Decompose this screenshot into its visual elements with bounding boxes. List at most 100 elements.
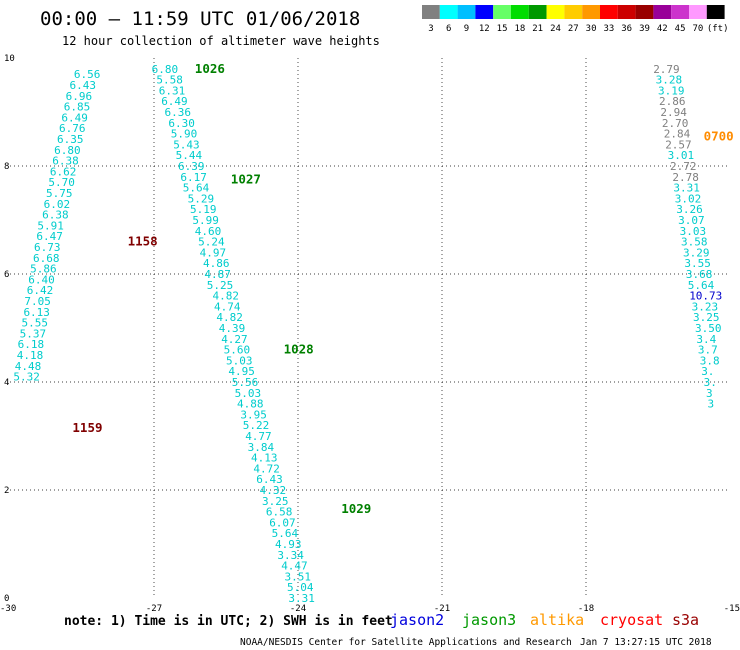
wave-height-value: 5.37 <box>20 327 46 340</box>
y-tick-label: 8 <box>4 162 9 172</box>
wave-height-value: 5.64 <box>272 527 299 540</box>
wave-height-value: 6.76 <box>59 122 86 135</box>
x-tick-label: -30 <box>0 604 16 614</box>
scale-label: 6 <box>446 24 451 34</box>
wave-height-value: 4.18 <box>17 349 44 362</box>
wave-height-value: 5.64 <box>688 279 715 292</box>
wave-height-value: 6.58 <box>266 506 293 519</box>
timestamp-text: Jan 7 13:27:15 UTC 2018 <box>580 637 712 648</box>
scale-swatch <box>617 5 636 19</box>
wave-height-value: 6.40 <box>28 273 54 286</box>
wave-height-value: 3.84 <box>248 441 275 454</box>
time-markers: 1158 1159 1026 1027 1028 1029 0700 <box>72 61 733 516</box>
wave-height-value: 4.95 <box>228 365 255 378</box>
wave-height-points: 6.566.436.966.856.496.766.356.806.386.62… <box>13 63 722 605</box>
wave-height-value: 6.30 <box>168 117 195 130</box>
legend-entry-altika: altika <box>530 611 584 629</box>
wave-height-value: 3.19 <box>658 84 685 97</box>
wave-height-value: 6.38 <box>52 155 79 168</box>
wave-height-value: 6.56 <box>74 68 101 81</box>
x-tick-label: -15 <box>724 604 740 614</box>
wave-height-value: 3.07 <box>678 214 705 227</box>
wave-height-value: 5.03 <box>226 354 253 367</box>
wave-height-value: 3.25 <box>262 495 289 508</box>
wave-height-value: 6.68 <box>33 252 60 265</box>
wave-height-value: 6.31 <box>159 84 186 97</box>
wave-height-value: 6.43 <box>70 79 97 92</box>
scale-swatch <box>475 5 494 19</box>
wave-height-value: 3.25 <box>693 311 720 324</box>
wave-height-value: 3.4 <box>696 333 716 346</box>
wave-height-value: 5.60 <box>224 344 251 357</box>
wave-height-value: 5.99 <box>192 214 219 227</box>
wave-height-value: 5.70 <box>48 176 75 189</box>
wave-height-value: 4.60 <box>195 225 222 238</box>
wave-height-value: 3 <box>706 387 713 400</box>
wave-height-value: 6.80 <box>54 144 81 157</box>
wave-height-value: 5.91 <box>37 219 64 232</box>
x-tick-label: -21 <box>434 604 450 614</box>
scale-swatch <box>528 5 547 19</box>
wave-height-value: 4.39 <box>219 322 246 335</box>
wave-height-value: 3.26 <box>676 203 703 216</box>
wave-height-value: 4.82 <box>216 311 243 324</box>
scale-swatch <box>457 5 476 19</box>
y-tick-label: 0 <box>4 594 9 604</box>
wave-height-value: 4.97 <box>200 246 227 259</box>
wave-height-value: 6.43 <box>256 473 283 486</box>
wave-height-value: 3.34 <box>277 549 304 562</box>
wave-height-value: 6.73 <box>34 241 61 254</box>
wave-height-value: 3.31 <box>288 592 315 605</box>
wave-height-value: 4.13 <box>251 452 278 465</box>
wave-height-value: 3.51 <box>285 570 312 583</box>
wave-height-value: 4.72 <box>253 462 279 475</box>
y-tick-label: 6 <box>4 270 9 280</box>
scale-label: 42 <box>657 24 668 34</box>
scale-label: 30 <box>586 24 597 34</box>
wave-height-value: 6.47 <box>36 230 63 243</box>
x-tick-label: -27 <box>146 604 162 614</box>
credit-text: NOAA/NESDIS Center for Satellite Applica… <box>240 637 572 648</box>
wave-height-value: 6.49 <box>61 111 88 124</box>
wave-height-value: 5.24 <box>198 236 225 249</box>
time-marker: 1026 <box>195 61 225 76</box>
scale-swatch <box>582 5 600 19</box>
scale-label: 27 <box>568 24 579 34</box>
wave-height-value: 3.68 <box>686 268 713 281</box>
wave-height-value: 5.25 <box>207 279 234 292</box>
wave-height-value: 3.95 <box>240 408 267 421</box>
scale-label: 21 <box>532 24 543 34</box>
wave-height-value: 6.07 <box>269 516 296 529</box>
scale-label: 12 <box>479 24 490 34</box>
legend-entry-cryosat: cryosat <box>600 611 663 629</box>
scale-swatch <box>546 5 565 19</box>
scale-label: 9 <box>464 24 469 34</box>
legend-entry-jason3: jason3 <box>462 611 516 629</box>
wave-height-value: 10.73 <box>689 290 722 303</box>
wave-height-value: 5.58 <box>156 74 183 87</box>
satellite-legend: jason2 jason3 altika cryosat s3a <box>390 611 699 629</box>
scale-label: 39 <box>639 24 650 34</box>
scale-swatch <box>422 5 440 19</box>
time-marker: 1027 <box>231 172 261 187</box>
wave-height-value: 3.55 <box>684 257 711 270</box>
wave-height-value: 3. <box>701 365 714 378</box>
wave-height-value: 2.79 <box>653 63 680 76</box>
wave-height-value: 3.01 <box>668 149 695 162</box>
time-marker: 1159 <box>72 420 102 435</box>
scale-label: 3 <box>428 24 433 34</box>
scale-swatch <box>511 5 529 19</box>
scale-swatch <box>439 5 458 19</box>
wave-height-value: 4.93 <box>275 538 302 551</box>
scale-swatch <box>564 5 583 19</box>
legend-entry-s3a: s3a <box>672 611 699 629</box>
wave-height-value: 4.27 <box>221 333 248 346</box>
wave-height-value: 7.05 <box>24 295 51 308</box>
wave-height-value: 3.03 <box>680 225 707 238</box>
wave-height-value: 6.36 <box>165 106 192 119</box>
scale-swatch <box>689 5 707 19</box>
legend-entry-jason2: jason2 <box>390 611 444 629</box>
wave-height-value: 4.88 <box>237 398 263 411</box>
wave-height-value: 3.50 <box>695 322 722 335</box>
wave-height-value: 6.49 <box>161 95 188 108</box>
